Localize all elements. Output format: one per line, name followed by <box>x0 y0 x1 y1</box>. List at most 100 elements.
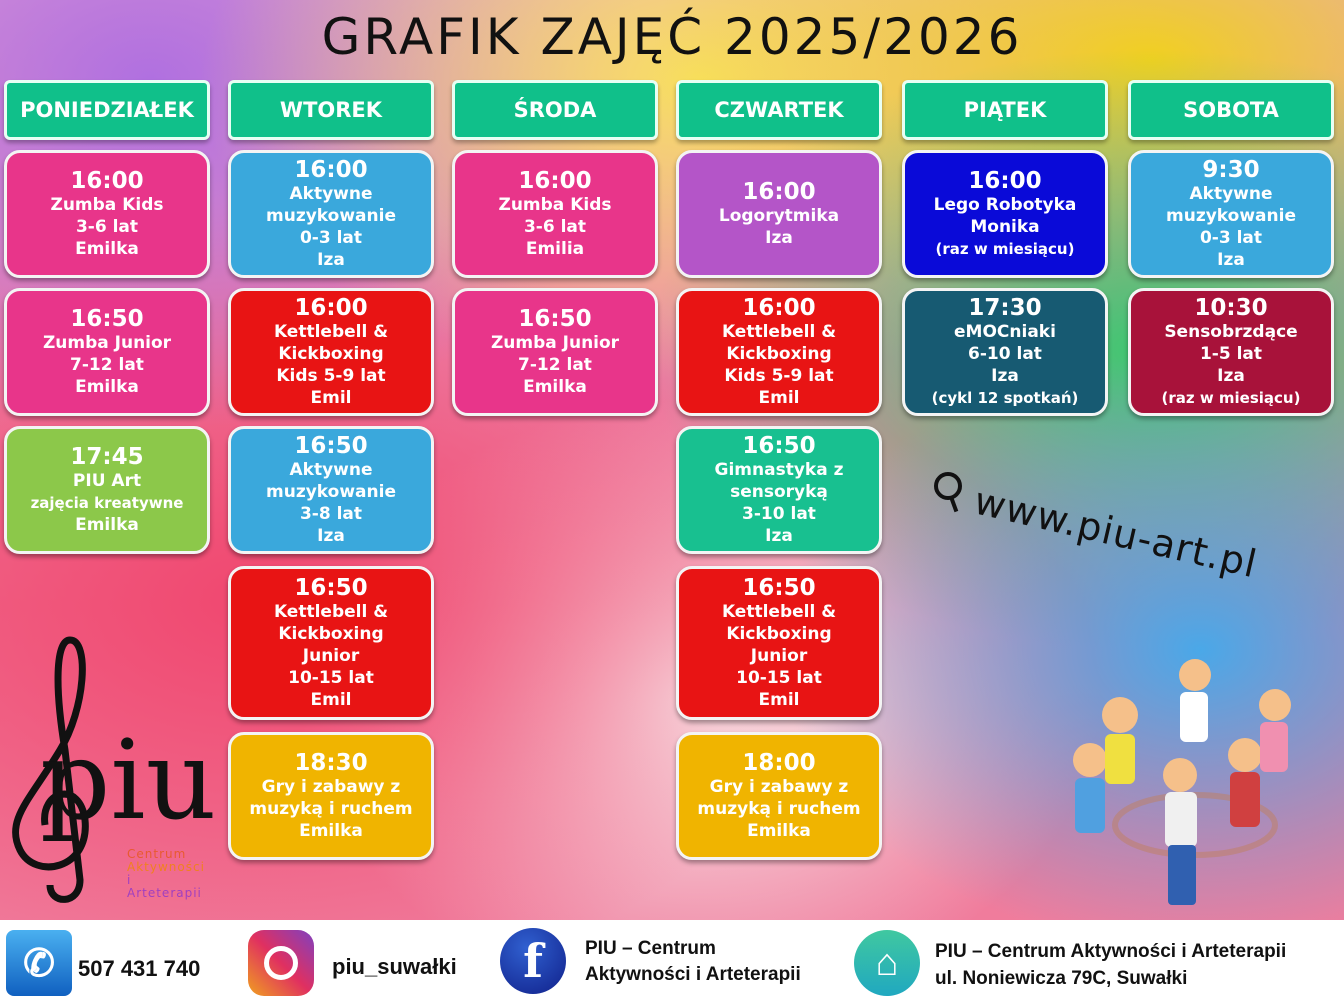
class-card: 17:30 eMOCniaki 6-10 lat Iza (cykl 12 spotka… <box>902 288 1108 416</box>
class-detail: Emilka <box>75 239 139 259</box>
class-detail: Iza <box>1217 250 1245 270</box>
class-card: 16:50 Zumba Junior 7-12 lat Emilka <box>452 288 658 416</box>
class-detail: Lego Robotyka <box>933 195 1077 215</box>
class-card: 16:00 Zumba Kids 3-6 lat Emilia <box>452 150 658 278</box>
class-detail: eMOCniaki <box>954 322 1056 342</box>
class-detail: 3-10 lat <box>742 504 816 524</box>
class-detail: Aktywne muzykowanie <box>266 184 396 226</box>
class-detail: Emilka <box>523 377 587 397</box>
class-detail: Kettlebell & Kickboxing <box>273 602 389 644</box>
class-card: 18:00 Gry i zabawy z muzyką i ruchem Emilk… <box>676 732 882 860</box>
children-illustration <box>1073 659 1291 905</box>
address-line: ul. Noniewicza 79C, Suwałki <box>935 968 1188 989</box>
class-detail: Junior <box>750 646 808 666</box>
class-detail: (cykl 12 spotkań) <box>931 389 1079 407</box>
class-detail: Kettlebell & Kickboxing <box>721 602 837 644</box>
class-time: 16:00 <box>70 168 144 194</box>
logo-sub-line: Centrum <box>127 847 187 861</box>
search-icon <box>934 472 962 500</box>
class-card: 16:00 Logorytmika Iza <box>676 150 882 278</box>
class-time: 16:00 <box>742 295 816 321</box>
day-header-3: CZWARTEK <box>676 80 882 140</box>
instagram-handle[interactable]: piu_suwałki <box>332 954 457 979</box>
class-time: 16:50 <box>518 306 592 332</box>
class-time: 10:30 <box>1194 295 1268 321</box>
day-header-0: PONIEDZIAŁEK <box>4 80 210 140</box>
class-detail: Gimnastyka z sensoryką <box>714 460 844 502</box>
class-detail: Emilka <box>75 377 139 397</box>
class-detail: Emil <box>758 388 800 408</box>
phone-icon: ✆ <box>6 930 72 996</box>
website-link[interactable]: www.piu-art.pl <box>970 478 1262 587</box>
class-card: 16:50 Kettlebell & Kickboxing Junior 10-15 … <box>228 566 434 720</box>
instagram-icon <box>248 930 314 996</box>
class-time: 17:30 <box>968 295 1042 321</box>
class-time: 16:50 <box>70 306 144 332</box>
class-detail: Gry i zabawy z muzyką i ruchem <box>697 777 861 819</box>
piu-logo: piu Centrum Aktywności i Arteterapii <box>10 630 216 910</box>
footer: ✆ 507 431 740 piu_suwałki f PIU – Centru… <box>0 920 1344 1008</box>
class-detail: Aktywne muzykowanie <box>266 460 396 502</box>
class-detail: 3-6 lat <box>75 217 139 237</box>
class-detail: (raz w miesiącu) <box>935 240 1075 258</box>
logo-sub-line: i Arteterapii <box>127 873 202 900</box>
class-detail: 0-3 lat <box>299 228 363 248</box>
class-detail: Kettlebell & Kickboxing <box>721 322 837 364</box>
class-card: 16:50 Gimnastyka z sensoryką 3-10 lat Iza <box>676 426 882 554</box>
class-detail: 10-15 lat <box>736 668 822 688</box>
day-header-2: ŚRODA <box>452 80 658 140</box>
class-time: 16:00 <box>968 168 1042 194</box>
class-card: 16:00 Kettlebell & Kickboxing Kids 5-9 lat… <box>228 288 434 416</box>
class-card: 16:50 Kettlebell & Kickboxing Junior 10-15 … <box>676 566 882 720</box>
class-detail: Emil <box>310 388 352 408</box>
class-detail: Emil <box>310 690 352 710</box>
class-detail: Aktywne muzykowanie <box>1166 184 1296 226</box>
class-detail: 10-15 lat <box>288 668 374 688</box>
class-detail: Iza <box>317 526 345 546</box>
home-icon: ⌂ <box>854 930 920 996</box>
class-time: 16:00 <box>518 168 592 194</box>
class-card: 16:00 Zumba Kids 3-6 lat Emilka <box>4 150 210 278</box>
class-detail: Emilka <box>747 821 811 841</box>
class-time: 18:30 <box>294 750 368 776</box>
class-detail: 7-12 lat <box>70 355 144 375</box>
class-time: 16:00 <box>294 157 368 183</box>
class-detail: Zumba Junior <box>42 333 172 353</box>
class-detail: Kids 5-9 lat <box>724 366 834 386</box>
class-time: 16:50 <box>294 433 368 459</box>
class-card: 16:50 Zumba Junior 7-12 lat Emilka <box>4 288 210 416</box>
class-detail: 7-12 lat <box>518 355 592 375</box>
class-detail: Iza <box>991 366 1019 386</box>
class-card: 16:00 Aktywne muzykowanie 0-3 lat Iza <box>228 150 434 278</box>
day-header-4: PIĄTEK <box>902 80 1108 140</box>
class-detail: (raz w miesiącu) <box>1161 389 1301 407</box>
class-time: 16:50 <box>742 433 816 459</box>
class-detail: Iza <box>765 526 793 546</box>
class-detail: 1-5 lat <box>1199 344 1263 364</box>
class-time: 17:45 <box>70 444 144 470</box>
page-title: GRAFIK ZAJĘĆ 2025/2026 <box>321 8 1023 66</box>
class-time: 16:50 <box>294 575 368 601</box>
logo-name: piu <box>40 716 217 844</box>
class-detail: Iza <box>1217 366 1245 386</box>
logo-sub-line: Aktywności <box>127 860 205 874</box>
class-card: 17:45 PIU Art zajęcia kreatywne Emilka <box>4 426 210 554</box>
facebook-page[interactable]: PIU – Centrum Aktywności i Arteterapii <box>585 936 801 988</box>
facebook-line: Aktywności i Arteterapii <box>585 964 801 985</box>
class-detail: 3-6 lat <box>523 217 587 237</box>
class-time: 16:00 <box>742 179 816 205</box>
day-header-5: SOBOTA <box>1128 80 1334 140</box>
class-time: 9:30 <box>1202 157 1260 183</box>
logo-subtitle: Centrum Aktywności i Arteterapii <box>127 848 210 900</box>
class-card: 10:30 Sensobrzdące 1-5 lat Iza (raz w miesią… <box>1128 288 1334 416</box>
class-card: 16:00 Lego Robotyka Monika (raz w miesiącu) <box>902 150 1108 278</box>
class-detail: PIU Art <box>72 471 142 491</box>
class-detail: Gry i zabawy z muzyką i ruchem <box>249 777 413 819</box>
class-card: 16:50 Aktywne muzykowanie 3-8 lat Iza <box>228 426 434 554</box>
phone-number[interactable]: 507 431 740 <box>78 956 201 981</box>
class-detail: Kids 5-9 lat <box>276 366 386 386</box>
class-detail: Emil <box>758 690 800 710</box>
address-line: PIU – Centrum Aktywności i Arteterapii <box>935 941 1287 962</box>
class-detail: 3-8 lat <box>299 504 363 524</box>
class-time: 16:00 <box>294 295 368 321</box>
